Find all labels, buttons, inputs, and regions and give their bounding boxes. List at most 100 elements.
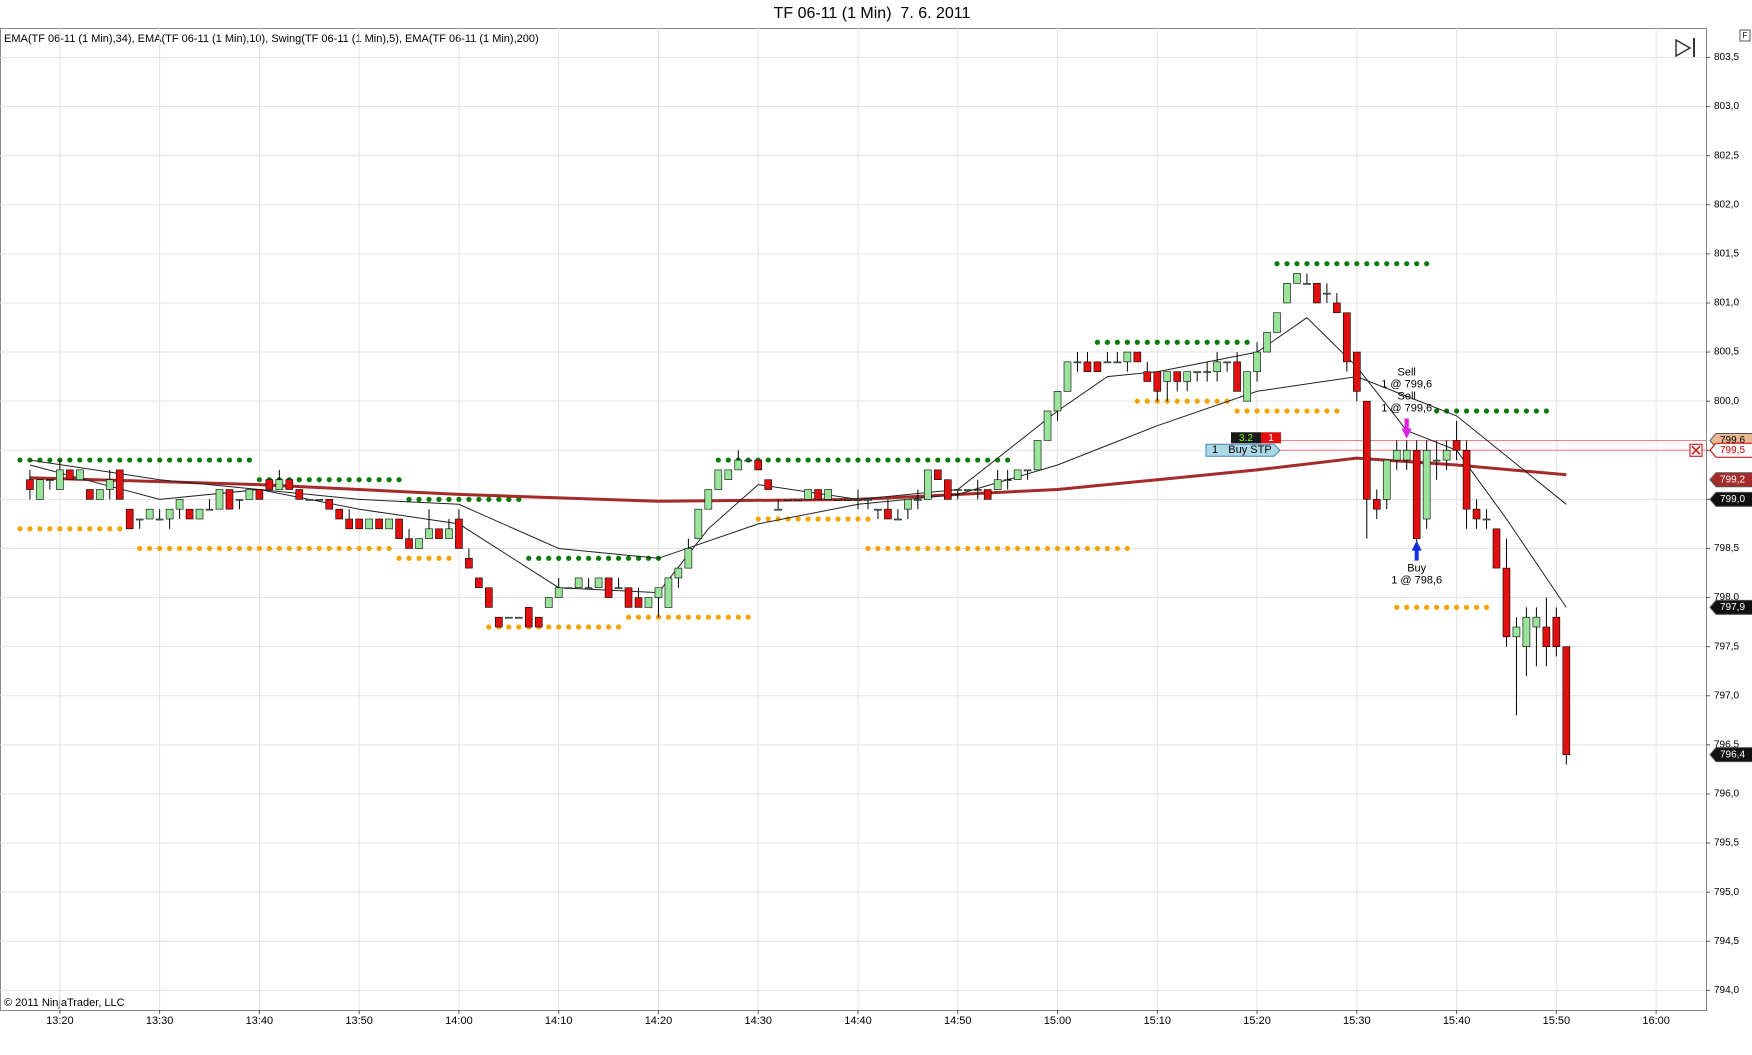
candle-body [514,616,523,619]
swing-dot [256,545,262,552]
order-close: 1 [1268,433,1274,444]
swing-dot [67,457,73,463]
x-tick-label: 15:00 [1044,1015,1072,1027]
swing-dot [1134,398,1140,404]
candle-body [1193,371,1201,374]
candle-body [225,489,234,510]
scroll-end-icon[interactable] [1675,38,1695,58]
swing-dot [825,457,831,463]
swing-dot [356,545,362,552]
swing-dot [1244,408,1250,414]
swing-dot [1124,545,1130,552]
candle-body [754,459,763,471]
swing-dot [1324,261,1330,267]
swing-dot [935,457,941,463]
x-tick-label: 14:30 [744,1015,772,1027]
candle-body [564,587,573,590]
swing-dot [356,477,362,483]
swing-dot [975,545,981,552]
swing-dot [965,457,971,463]
price-marker-label: 797,9 [1720,602,1745,613]
plot-frame [0,28,1707,1011]
swing-dot [167,457,173,463]
candle-body [1003,479,1012,482]
candle-body [1472,508,1481,520]
swing-dot [1394,604,1400,610]
candle-body [1432,459,1441,462]
candle-body [1143,371,1152,382]
swing-dot [157,545,163,552]
candle-body [175,499,184,510]
swing-dot [1414,261,1420,267]
swing-level [715,457,901,463]
swing-dot [97,526,103,532]
f-button[interactable] [1739,29,1751,42]
swing-dot [366,477,372,483]
swing-dot [516,624,522,630]
swing-level [17,526,123,532]
swing-dot [17,457,23,463]
f-button-label: F [1743,31,1748,40]
y-tick-label: 803,0 [1714,101,1739,112]
swing-level [1394,604,1490,610]
order-close-box[interactable] [1261,432,1281,444]
x-tick-label: 14:20 [645,1015,673,1027]
swing-dot [615,624,622,630]
x-tick-label: 14:10 [545,1015,573,1027]
candle-body [1412,449,1421,539]
candle-body [604,577,613,598]
candle-body [1053,391,1062,412]
swing-dot [546,555,552,561]
candle-body [794,499,802,501]
x-tick-label: 16:00 [1642,1015,1670,1027]
swing-dot [157,457,163,463]
swing-dot [366,545,372,552]
sell-arrow [1401,418,1412,439]
candle-body [704,489,713,510]
x-tick-label: 13:40 [246,1015,274,1027]
swing-dot [336,545,342,552]
swing-dot [1314,408,1320,414]
candle-body [385,518,393,530]
swing-dot [955,457,961,463]
swing-dot [785,457,791,463]
candle-body [1283,283,1291,304]
swing-dot [825,516,831,522]
candle-body [66,469,74,481]
candle-body [904,499,912,510]
y-tick-label: 797,0 [1714,690,1739,701]
swing-dot [725,614,731,620]
candle-body [1093,361,1102,373]
swing-dot [97,457,103,463]
swing-dot [605,624,612,630]
swing-dot [615,555,622,561]
swing-dot [1264,408,1270,414]
swing-dot [1214,339,1220,345]
swing-dot [1244,339,1250,345]
candle-body [1562,646,1571,755]
swing-dot [416,555,422,561]
order-pnl: 3.2 [1239,433,1253,444]
swing-dot [57,526,63,532]
ema-line [29,376,1567,559]
swing-dot [1453,408,1460,414]
candle-body [1153,371,1162,392]
swing-dot [715,614,721,620]
swing-dot [346,545,352,552]
swing-dot [645,555,652,561]
x-tick-label: 15:40 [1443,1015,1471,1027]
candle-body [724,469,733,481]
swing-dot [1314,261,1320,267]
swing-dot [396,555,402,561]
candle-body [1323,292,1331,295]
swing-dot [1384,261,1390,267]
swing-dot [1473,604,1480,610]
swing-dot [147,545,153,552]
swing-dot [1334,261,1340,267]
swing-dot [835,516,841,522]
y-tick-label: 797,5 [1714,641,1739,652]
swing-dot [1374,261,1380,267]
swing-dot [216,545,223,552]
candle-body [165,508,174,520]
swing-dot [326,545,332,552]
